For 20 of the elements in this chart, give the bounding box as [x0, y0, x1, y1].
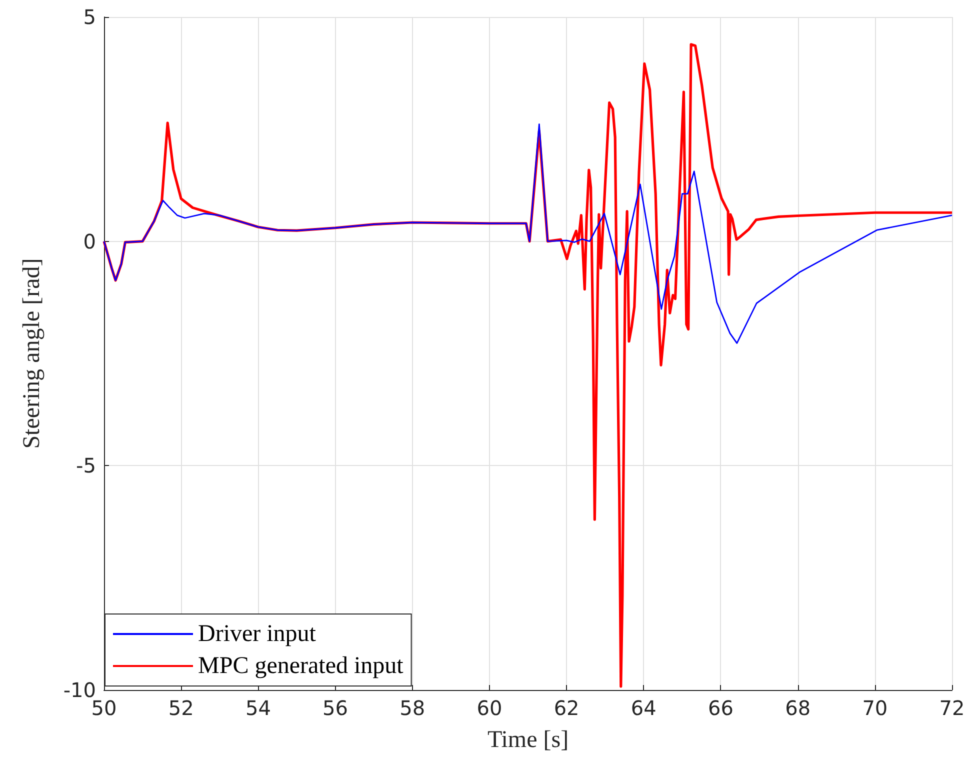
x-tick-label: 64	[630, 696, 656, 720]
x-tick-label: 56	[322, 696, 348, 720]
x-tick-label: 70	[862, 696, 888, 720]
y-tick-label: 5	[83, 5, 96, 29]
legend-label: MPC generated input	[198, 653, 404, 679]
y-axis-title: Steering angle [rad]	[19, 258, 45, 449]
x-tick-label: 58	[400, 696, 426, 720]
y-tick-label: -5	[76, 454, 96, 478]
x-tick-label: 54	[245, 696, 271, 720]
x-tick-label: 62	[554, 696, 580, 720]
x-tick-label: 68	[785, 696, 811, 720]
x-tick-label: 52	[168, 696, 194, 720]
x-axis-title: Time [s]	[487, 727, 569, 753]
x-tick-label: 72	[939, 696, 965, 720]
line-series	[103, 124, 953, 344]
legend-label: Driver input	[198, 621, 316, 647]
x-tick-label: 50	[91, 696, 117, 720]
x-tick-label: 66	[708, 696, 734, 720]
x-tick-label: 60	[476, 696, 502, 720]
y-tick-label: 0	[83, 229, 96, 254]
